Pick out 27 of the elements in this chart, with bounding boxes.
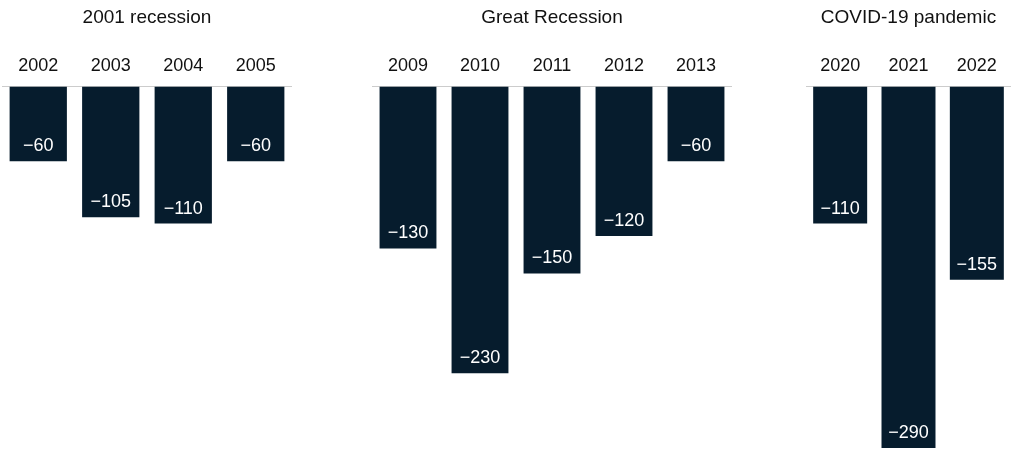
x-tick-label: 2022 <box>956 54 997 75</box>
chart-title: 2001 recession <box>82 5 212 27</box>
x-tick-label: 2009 <box>387 54 429 75</box>
data-label: −290 <box>888 421 929 442</box>
x-tick-label: 2010 <box>459 54 501 75</box>
x-tick-label: 2021 <box>888 54 929 75</box>
data-label: −130 <box>387 222 429 243</box>
data-label: −230 <box>459 347 501 368</box>
x-tick-label: 2004 <box>163 54 204 75</box>
data-label: −60 <box>680 135 712 156</box>
data-label: −120 <box>603 210 645 230</box>
data-label: −60 <box>240 135 272 156</box>
x-tick-label: 2002 <box>18 54 59 75</box>
x-tick-label: 2005 <box>235 54 276 75</box>
x-tick-label: 2011 <box>532 54 572 75</box>
data-label: −150 <box>531 247 573 268</box>
x-tick-label: 2013 <box>675 54 717 75</box>
x-tick-label: 2020 <box>820 54 861 75</box>
data-label: −110 <box>820 197 860 218</box>
data-label: −60 <box>22 135 54 156</box>
x-tick-label: 2003 <box>90 54 131 75</box>
x-tick-label: 2012 <box>603 54 645 75</box>
chart-title: COVID-19 pandemic <box>820 5 997 27</box>
data-label: −105 <box>90 191 132 212</box>
data-label: −110 <box>163 197 203 218</box>
data-label: −155 <box>956 253 998 274</box>
chart-title: Great Recession <box>481 5 623 27</box>
